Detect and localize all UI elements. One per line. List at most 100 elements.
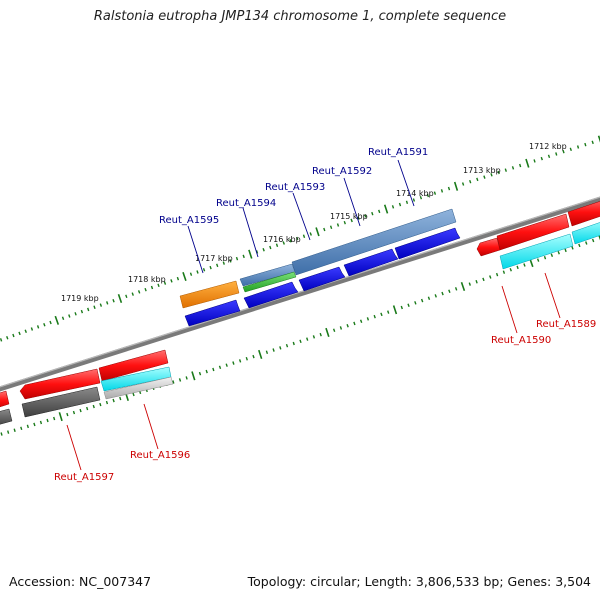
inner-major-tick	[460, 281, 466, 291]
inner-minor-tick	[420, 298, 424, 303]
label-reut-a1591[interactable]: Reut_A1591	[368, 147, 428, 158]
outer-minor-tick	[584, 142, 587, 147]
outer-minor-tick	[364, 214, 367, 218]
gene-reut-a1597-red[interactable]	[19, 368, 101, 400]
outer-minor-tick	[343, 220, 346, 225]
tick-label-1714: 1714 kbp	[396, 189, 434, 198]
outer-minor-tick	[24, 329, 27, 333]
reverse-strand-genes	[0, 198, 600, 427]
inner-minor-tick	[92, 404, 95, 409]
outer-minor-tick	[562, 149, 565, 154]
inner-minor-tick	[306, 337, 309, 341]
inner-minor-tick	[475, 279, 478, 284]
label-reut-a1592[interactable]: Reut_A1592	[312, 166, 372, 177]
inner-minor-tick	[353, 321, 356, 326]
inner-minor-tick	[516, 265, 519, 270]
label-reut-a1590[interactable]: Reut_A1590	[491, 335, 551, 346]
inner-minor-tick	[578, 243, 581, 248]
outer-minor-tick	[36, 325, 40, 329]
label-reut-a1597[interactable]: Reut_A1597	[54, 472, 114, 483]
outer-minor-tick	[216, 263, 219, 268]
outer-minor-tick	[504, 168, 507, 172]
outer-minor-tick	[80, 309, 84, 314]
label-reut-a1596[interactable]: Reut_A1596	[130, 450, 190, 461]
gene-cyan-right-1[interactable]	[499, 233, 574, 270]
outer-minor-tick	[391, 205, 395, 209]
outer-minor-tick	[68, 314, 71, 318]
gene-blue-5[interactable]	[394, 227, 461, 260]
gene-red-left-edge[interactable]	[0, 390, 10, 410]
gene-blue-3[interactable]	[298, 266, 346, 292]
scale-labels: 1712 kbp 1713 kbp 1714 kbp 1715 kbp 1716…	[61, 142, 567, 303]
outer-minor-tick	[576, 145, 580, 149]
outer-minor-tick	[336, 223, 340, 227]
label-reut-a1595[interactable]: Reut_A1595	[159, 215, 219, 226]
gene-labels: Reut_A1591 Reut_A1592 Reut_A1593 Reut_A1…	[54, 147, 596, 483]
label-reut-a1593[interactable]: Reut_A1593	[265, 182, 325, 193]
outer-minor-tick	[533, 159, 536, 163]
outer-minor-tick	[18, 331, 21, 336]
inner-minor-tick	[495, 272, 499, 277]
label-reut-a1594[interactable]: Reut_A1594	[216, 198, 276, 209]
outer-minor-tick	[483, 175, 486, 179]
gene-gray-left[interactable]	[21, 386, 101, 418]
outer-minor-tick	[0, 338, 3, 342]
gene-reut-a1590-red-small[interactable]	[476, 237, 501, 257]
inner-minor-tick	[46, 418, 49, 423]
outer-minor-tick	[447, 186, 451, 191]
topology-summary: Topology: circular; Length: 3,806,533 bp…	[247, 574, 591, 589]
gene-reut-a1596-red[interactable]	[98, 349, 169, 382]
chromosome-backbone-highlight	[0, 196, 600, 388]
gene-red-right-2[interactable]	[567, 198, 600, 227]
label-reut-a1589[interactable]: Reut_A1589	[536, 319, 596, 330]
inner-minor-tick	[564, 248, 567, 253]
outer-minor-tick	[189, 272, 193, 276]
gene-red-right-1[interactable]	[496, 213, 570, 251]
outer-minor-tick	[555, 152, 558, 156]
gene-blue-4[interactable]	[343, 248, 399, 277]
outer-major-tick	[453, 181, 459, 191]
inner-minor-tick	[172, 380, 175, 384]
inner-tick-track	[0, 233, 600, 436]
outer-minor-tick	[202, 268, 206, 272]
inner-minor-tick	[502, 270, 506, 274]
gene-reut-a1594-mid[interactable]	[242, 271, 297, 293]
outer-minor-tick	[30, 327, 34, 331]
tick-label-1713: 1713 kbp	[463, 166, 501, 175]
inner-minor-tick	[238, 359, 242, 363]
outer-minor-tick	[282, 241, 285, 245]
inner-minor-tick	[272, 348, 275, 352]
outer-minor-tick	[511, 166, 515, 170]
inner-minor-tick	[205, 369, 208, 374]
gene-lightgray-left[interactable]	[103, 376, 174, 400]
inner-minor-tick	[448, 289, 451, 293]
outer-minor-tick	[269, 245, 272, 250]
inner-minor-tick	[7, 430, 10, 434]
inner-major-tick	[325, 327, 330, 337]
tick-label-1715: 1715 kbp	[330, 212, 368, 221]
outer-minor-tick	[469, 179, 472, 184]
outer-minor-tick	[378, 209, 381, 214]
outer-minor-tick	[309, 232, 312, 236]
gene-blue-2[interactable]	[243, 281, 299, 309]
outer-minor-tick	[405, 200, 409, 205]
gene-blue-1[interactable]	[184, 299, 241, 327]
inner-minor-tick	[523, 263, 526, 267]
gene-cyan-right-2[interactable]	[571, 219, 600, 245]
accession-text: Accession: NC_007347	[9, 574, 152, 589]
outer-minor-tick	[131, 292, 134, 296]
tick-label-1716: 1716 kbp	[263, 235, 301, 244]
outer-minor-tick	[323, 227, 326, 232]
outer-minor-tick	[547, 154, 551, 159]
gene-reut-a1595-outer[interactable]	[179, 280, 240, 309]
outer-minor-tick	[497, 170, 500, 175]
gene-reut-a1592-outer[interactable]	[291, 208, 457, 276]
outer-minor-tick	[433, 191, 437, 195]
inner-minor-tick	[414, 301, 417, 305]
inner-minor-tick	[105, 400, 109, 405]
outer-minor-tick	[170, 279, 173, 283]
gene-gray-left-edge[interactable]	[0, 408, 13, 427]
outer-minor-tick	[106, 301, 109, 305]
inner-minor-tick	[72, 410, 76, 415]
